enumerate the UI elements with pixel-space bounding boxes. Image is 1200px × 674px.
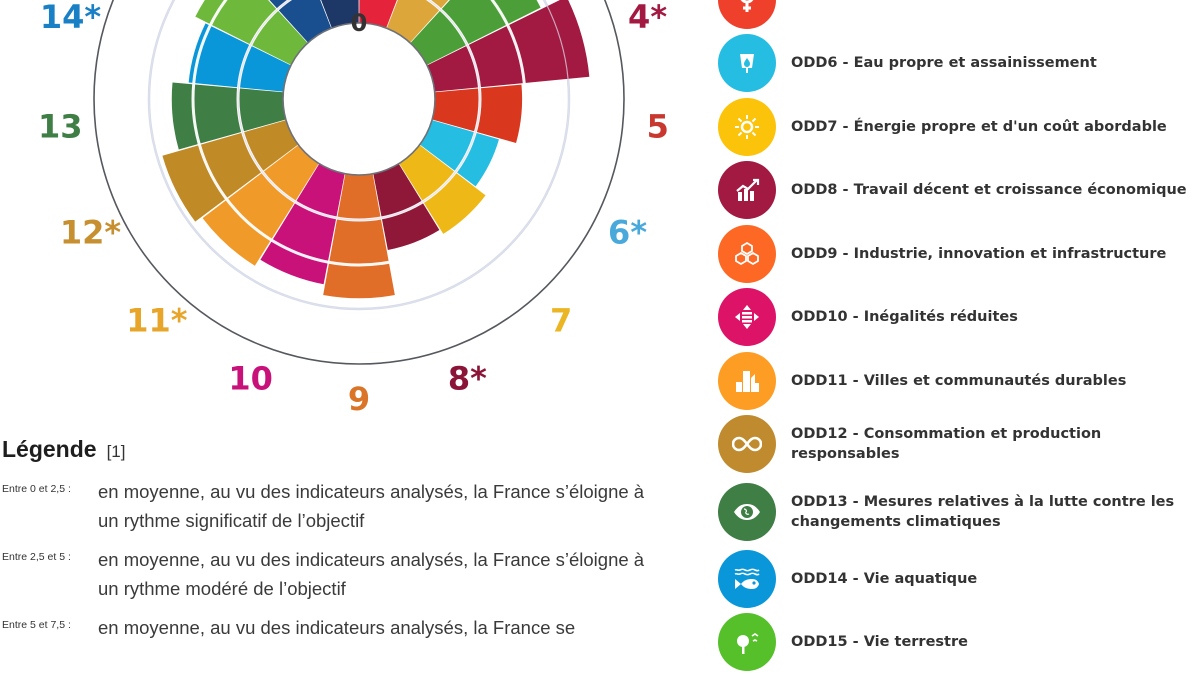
axis-label-odd-11: 11* [126, 302, 188, 340]
legend-footnote-ref[interactable]: [1] [107, 442, 126, 462]
odd-label: ODD6 - Eau propre et assainissement [791, 53, 1097, 73]
odd-label: ODD11 - Villes et communautés durables [791, 371, 1126, 391]
axis-label-odd-13: 13 [38, 108, 83, 146]
sun-power-icon [718, 98, 776, 156]
legend-range: Entre 2,5 et 5 : [2, 545, 98, 603]
fish-icon [718, 550, 776, 608]
odd-label: ODD10 - Inégalités réduites [791, 307, 1018, 327]
odd-list-item-odd6[interactable]: ODD6 - Eau propre et assainissement [718, 32, 1200, 96]
odd-label: ODD12 - Consommation et production respo… [791, 424, 1200, 464]
axis-label-odd-12: 12* [60, 214, 122, 252]
legend-row: Entre 5 et 7,5 : en moyenne, au vu des i… [2, 613, 692, 642]
tree-bird-icon [718, 613, 776, 671]
infinity-icon [718, 415, 776, 473]
axis-label-odd-10: 10 [228, 360, 273, 398]
odd-list-item-odd12[interactable]: ODD12 - Consommation et production respo… [718, 413, 1200, 477]
axis-label-odd-14: 14* [40, 0, 102, 36]
gender-icon [718, 0, 776, 29]
odd-list-item-odd15[interactable]: ODD15 - Vie terrestre [718, 611, 1200, 674]
axis-label-odd-5: 5 [647, 108, 669, 146]
inner-circle [283, 23, 435, 175]
odd-list-item-odd8[interactable]: ODD8 - Travail décent et croissance écon… [718, 159, 1200, 223]
scale-zero-label: 0 [351, 9, 368, 37]
odd-list-item-odd14[interactable]: ODD14 - Vie aquatique [718, 547, 1200, 611]
odd-label: ODD9 - Industrie, innovation et infrastr… [791, 244, 1166, 264]
legend-description: en moyenne, au vu des indicateurs analys… [98, 613, 668, 642]
eye-globe-icon [718, 483, 776, 541]
polar-bar-chart: 0 4* 5 6* 7 8* 9 10 11* 12* 13 14* [0, 0, 720, 430]
legend-row: Entre 2,5 et 5 : en moyenne, au vu des i… [2, 545, 692, 603]
odd-goal-list: ODD6 - Eau propre et assainissement ODD7 … [718, 0, 1200, 674]
axis-label-odd-4: 4* [628, 0, 667, 36]
water-icon [718, 34, 776, 92]
odd-list-item-odd13[interactable]: ODD13 - Mesures relatives à la lutte con… [718, 476, 1200, 547]
odd-list-item-odd11[interactable]: ODD11 - Villes et communautés durables [718, 349, 1200, 413]
odd-list-item-odd7[interactable]: ODD7 - Énergie propre et d'un coût abord… [718, 95, 1200, 159]
growth-chart-icon [718, 161, 776, 219]
legend-description: en moyenne, au vu des indicateurs analys… [98, 477, 668, 535]
odd-label: ODD8 - Travail décent et croissance écon… [791, 180, 1187, 200]
cubes-icon [718, 225, 776, 283]
axis-label-odd-6: 6* [608, 214, 647, 252]
odd-list-item-odd10[interactable]: ODD10 - Inégalités réduites [718, 286, 1200, 350]
axis-label-odd-7: 7 [550, 302, 572, 340]
legend-title: Légende [1] [2, 436, 692, 463]
legend-row: Entre 0 et 2,5 : en moyenne, au vu des i… [2, 477, 692, 535]
odd-label: ODD7 - Énergie propre et d'un coût abord… [791, 117, 1167, 137]
city-icon [718, 352, 776, 410]
equality-arrows-icon [718, 288, 776, 346]
legend-description: en moyenne, au vu des indicateurs analys… [98, 545, 668, 603]
odd-label: ODD15 - Vie terrestre [791, 632, 968, 652]
legend-range: Entre 5 et 7,5 : [2, 613, 98, 642]
odd-label: ODD13 - Mesures relatives à la lutte con… [791, 492, 1200, 532]
legend-heading: Légende [2, 436, 97, 463]
legend-range: Entre 0 et 2,5 : [2, 477, 98, 535]
odd-label: ODD14 - Vie aquatique [791, 569, 977, 589]
axis-label-odd-9: 9 [348, 380, 370, 418]
legend: Légende [1] Entre 0 et 2,5 : en moyenne,… [2, 436, 692, 652]
axis-label-odd-8: 8* [448, 360, 487, 398]
odd-list-item-odd5[interactable] [718, 0, 1200, 32]
odd-list-item-odd9[interactable]: ODD9 - Industrie, innovation et infrastr… [718, 222, 1200, 286]
